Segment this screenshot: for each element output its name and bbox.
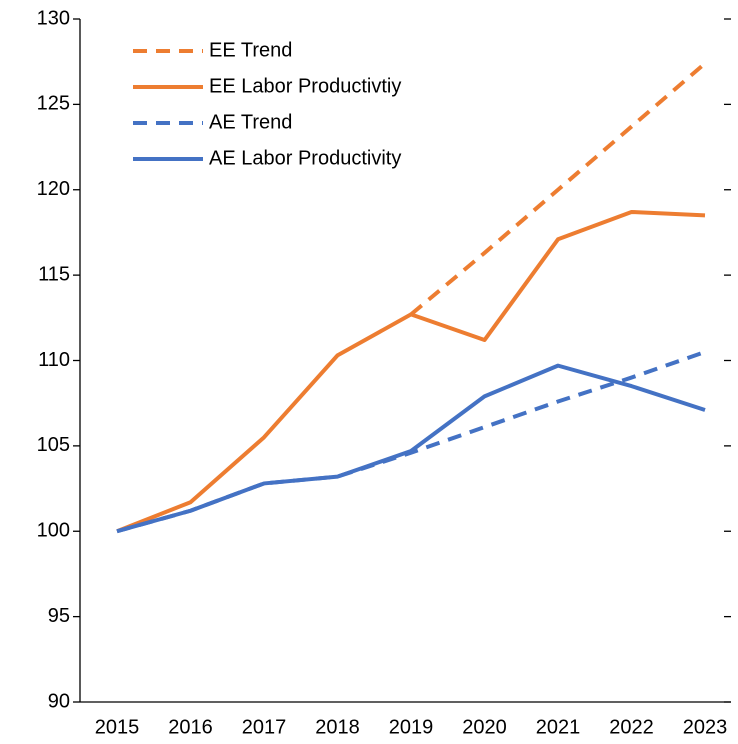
x-tick-label: 2015 xyxy=(95,716,140,738)
y-tick-label: 100 xyxy=(37,520,70,542)
legend-label: AE Trend xyxy=(209,111,292,133)
y-tick-label: 125 xyxy=(37,93,70,115)
legend-label: AE Labor Productivity xyxy=(209,147,401,169)
y-tick-label: 90 xyxy=(48,690,70,712)
x-tick-label: 2016 xyxy=(168,716,213,738)
x-tick-label: 2017 xyxy=(242,716,287,738)
series-line xyxy=(409,61,707,316)
series-line xyxy=(116,209,706,534)
x-tick-label: 2020 xyxy=(462,716,507,738)
y-tick-label: 115 xyxy=(38,263,70,285)
x-tick-label: 2021 xyxy=(536,716,581,738)
x-tick-label: 2018 xyxy=(315,716,360,738)
x-tick-label: 2019 xyxy=(389,716,434,738)
y-tick-label: 95 xyxy=(48,605,70,627)
y-tick-label: 120 xyxy=(37,178,70,200)
y-tick-label: 110 xyxy=(38,349,70,371)
x-tick-label: 2022 xyxy=(609,716,654,738)
y-tick-label: 130 xyxy=(37,7,70,29)
series-line xyxy=(116,363,706,534)
y-tick-label: 105 xyxy=(37,434,70,456)
legend-label: EE Labor Productivtiy xyxy=(209,75,401,97)
legend-label: EE Trend xyxy=(209,39,292,61)
x-tick-label: 2023 xyxy=(683,716,728,738)
